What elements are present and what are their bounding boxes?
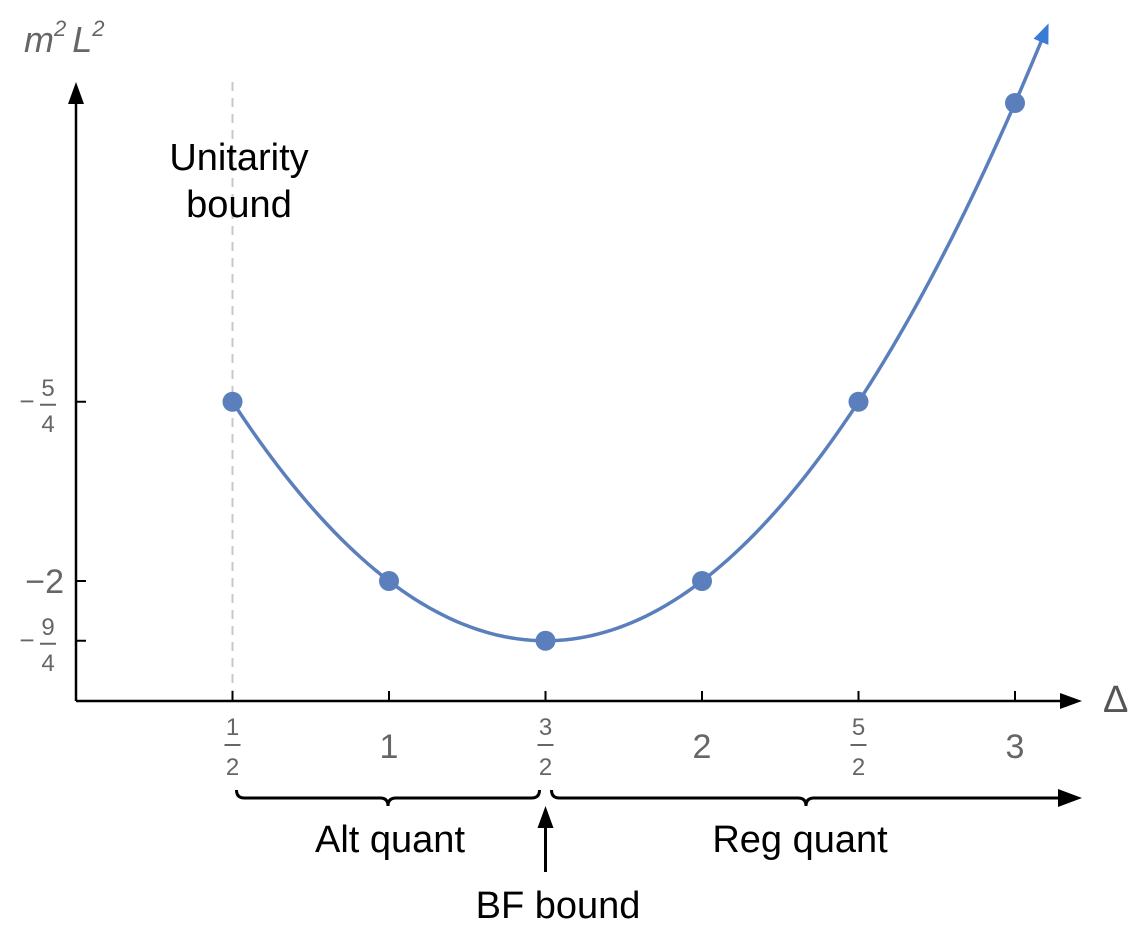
reg-quant-brace <box>550 789 1060 807</box>
x-tick-numerator: 1 <box>226 714 239 741</box>
series-curve <box>231 28 1048 643</box>
x-tick-label: 2 <box>693 728 712 766</box>
x-ticks: 1 2 1 3 2 2 5 2 3 <box>224 691 1025 781</box>
data-point <box>222 391 243 412</box>
data-point <box>535 630 556 651</box>
x-tick-denominator: 2 <box>226 754 239 781</box>
y-tick-denominator: 4 <box>41 411 54 438</box>
x-axis-arrowhead <box>1060 693 1082 709</box>
y-axis-label: m2 L2 <box>24 16 105 60</box>
x-tick-label: 3 <box>1006 728 1025 766</box>
data-point <box>1005 93 1025 113</box>
y-tick-numerator: 9 <box>41 614 54 641</box>
x-tick-numerator: 5 <box>852 714 865 741</box>
x-tick-numerator: 3 <box>539 714 552 741</box>
series-arrowhead <box>1033 23 1049 45</box>
alt-quant-brace <box>235 789 541 807</box>
bf-bound-label: BF bound <box>476 885 641 925</box>
y-tick-numerator: 5 <box>41 375 54 402</box>
data-point <box>379 571 399 591</box>
y-tick-denominator: 4 <box>41 650 54 677</box>
y-tick-label: −2 <box>25 563 64 601</box>
x-tick-label: 1 <box>380 728 399 766</box>
alt-quant-label: Alt quant <box>315 819 465 861</box>
reg-quant-label: Reg quant <box>712 819 888 861</box>
data-point <box>848 391 869 412</box>
unitarity-bound-label-line2: bound <box>186 184 292 226</box>
x-axis-label: Δ <box>1103 679 1128 721</box>
x-tick-denominator: 2 <box>852 754 865 781</box>
y-tick-sign: − <box>19 625 34 655</box>
bf-bound-arrowhead <box>537 806 554 828</box>
y-axis-arrowhead <box>68 82 84 104</box>
y-ticks: −54−2− 94 <box>19 375 86 677</box>
y-tick-sign: − <box>19 386 34 416</box>
data-point <box>692 571 712 591</box>
series-points <box>222 93 1025 651</box>
unitarity-bound-label-line1: Unitarity <box>169 137 308 179</box>
x-tick-denominator: 2 <box>539 754 552 781</box>
reg-quant-arrowhead <box>1058 789 1082 807</box>
